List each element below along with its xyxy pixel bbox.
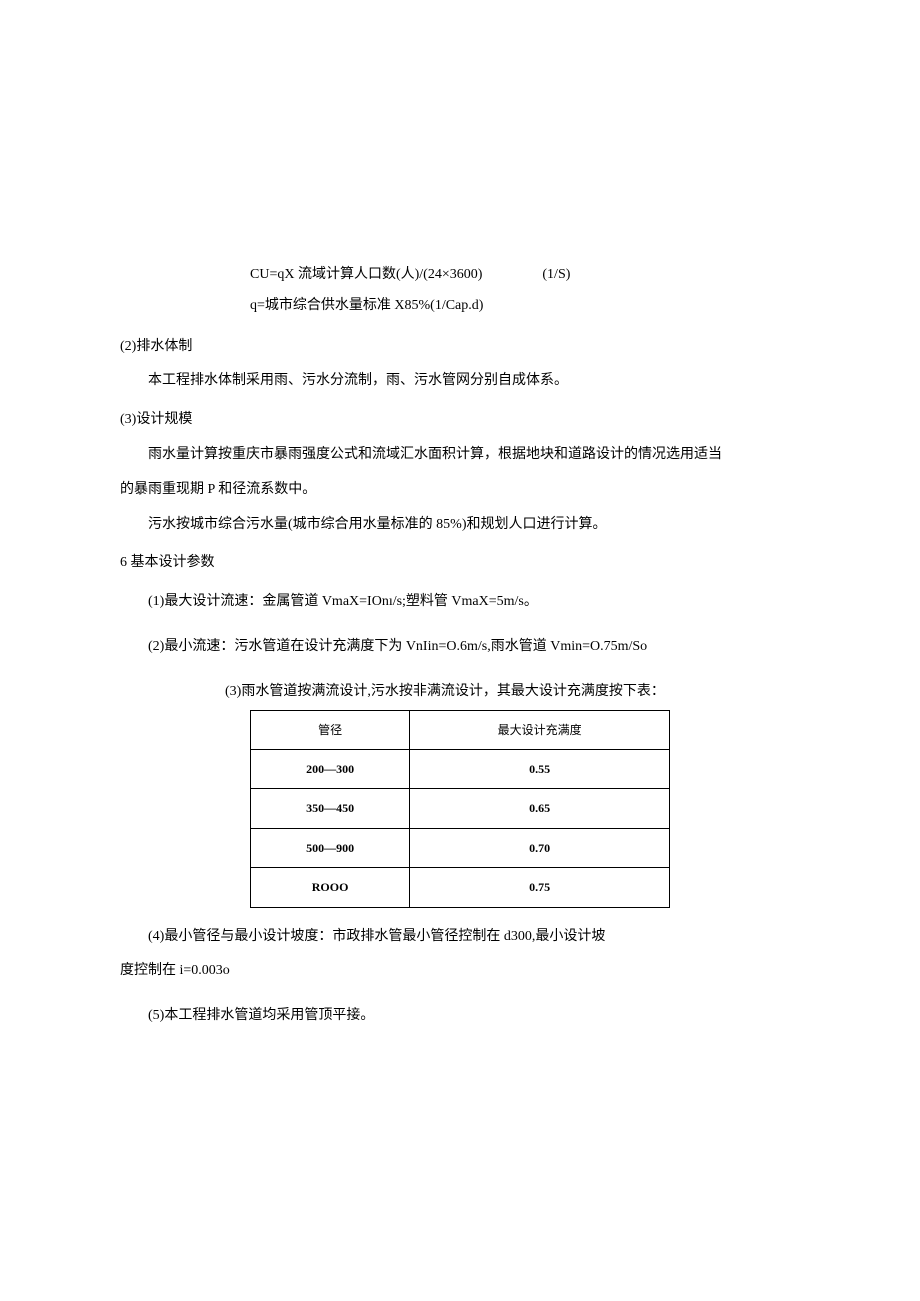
table-row: ROOO 0.75 [251,868,670,907]
table-cell: 500—900 [251,828,410,867]
param-item-4: (4)最小管径与最小设计坡度：市政排水管最小管径控制在 d300,最小设计坡 [120,922,800,953]
table-row: 200—300 0.55 [251,749,670,788]
table-header-row: 管径 最大设计充满度 [251,710,670,749]
table-cell: 0.70 [410,828,670,867]
section-3-p1: 雨水量计算按重庆市暴雨强度公式和流域汇水面积计算，根据地块和道路设计的情况选用适… [120,440,800,471]
table-cell: ROOO [251,868,410,907]
table-cell: 0.65 [410,789,670,828]
section-6-heading: 6 基本设计参数 [120,548,800,579]
formula-q: q=城市综合供水量标准 X85%(1/Cap.d) [250,291,483,322]
table-row: 350—450 0.65 [251,789,670,828]
table-col-header-0: 管径 [251,710,410,749]
table-cell: 0.75 [410,868,670,907]
table-cell: 350—450 [251,789,410,828]
param-item-2: (2)最小流速：污水管道在设计充满度下为 VnIin=O.6m/s,雨水管道 V… [120,632,800,663]
param-item-4-cont: 度控制在 i=0.003o [120,956,800,987]
param-item-3-intro: (3)雨水管道按满流设计,污水按非满流设计，其最大设计充满度按下表： [120,677,800,708]
table-row: 500—900 0.70 [251,828,670,867]
fullness-table: 管径 最大设计充满度 200—300 0.55 350—450 0.65 500… [250,710,670,908]
section-2-p1: 本工程排水体制采用雨、污水分流制，雨、污水管网分别自成体系。 [120,366,800,397]
section-3-p1-cont: 的暴雨重现期 P 和径流系数中。 [120,475,800,506]
formula-cu-line: CU=qX 流域计算人口数(人)/(24×3600) (1/S) [250,260,800,291]
formula-cu: CU=qX 流域计算人口数(人)/(24×3600) [250,260,482,291]
section-3-heading: (3)设计规模 [120,405,800,436]
formula-cu-unit: (1/S) [482,260,570,291]
formula-block: CU=qX 流域计算人口数(人)/(24×3600) (1/S) q=城市综合供… [120,260,800,322]
section-3-p2: 污水按城市综合污水量(城市综合用水量标准的 85%)和规划人口进行计算。 [120,510,800,541]
param-item-1: (1)最大设计流速：金属管道 VmaX=IOnı/s;塑料管 VmaX=5m/s… [120,587,800,618]
param-item-5: (5)本工程排水管道均采用管顶平接。 [120,1001,800,1032]
table-cell: 200—300 [251,749,410,788]
table-col-header-1: 最大设计充满度 [410,710,670,749]
formula-q-line: q=城市综合供水量标准 X85%(1/Cap.d) [250,291,800,322]
section-2-heading: (2)排水体制 [120,332,800,363]
table-cell: 0.55 [410,749,670,788]
